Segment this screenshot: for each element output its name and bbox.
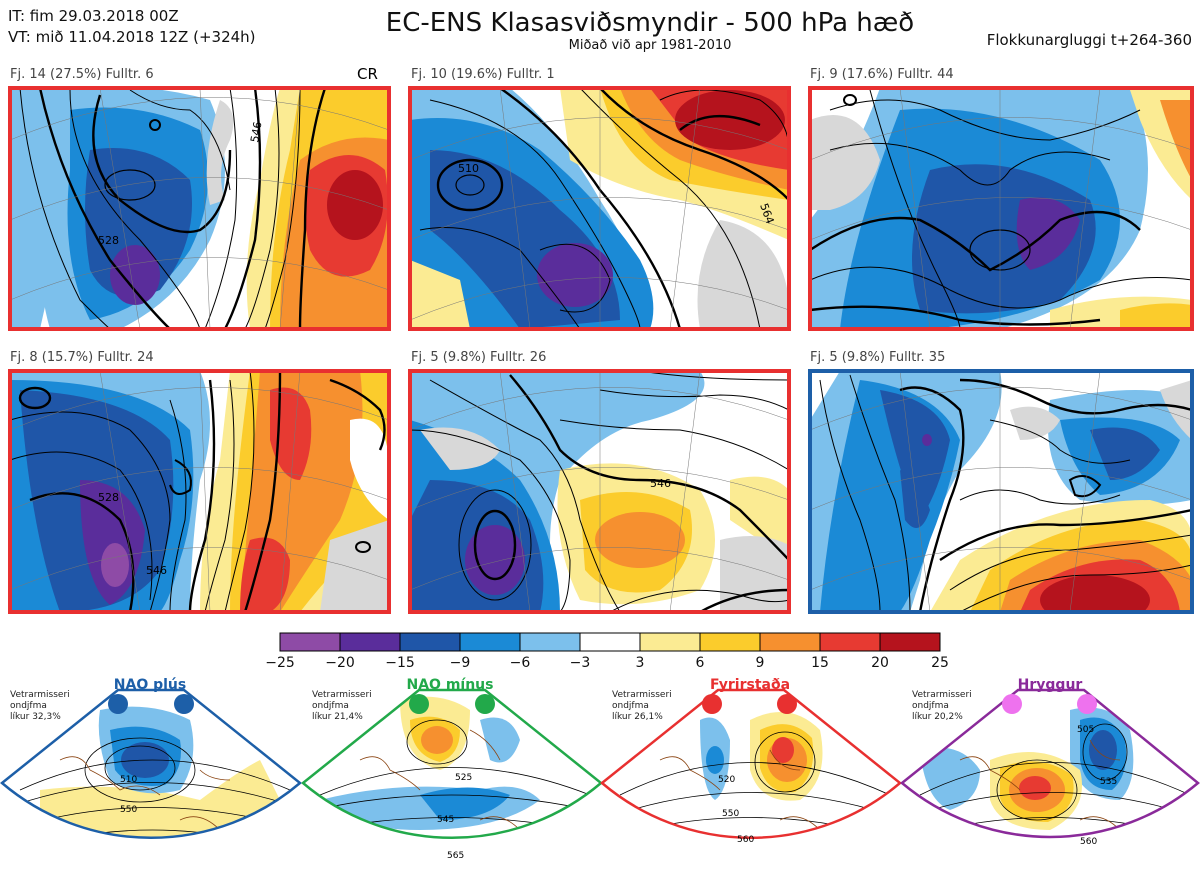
- panel-2-frame: [408, 86, 791, 331]
- init-time: IT: fim 29.03.2018 00Z: [8, 7, 179, 25]
- colorbar-tick-0: −25: [265, 655, 295, 671]
- panel-6-label: Fj. 5 (9.8%) Fulltr. 35: [810, 350, 946, 365]
- regime-blocking-frame: [600, 688, 902, 840]
- regime-blocking-note: Vetrarmisseri ondjfma líkur 26,1%: [612, 690, 672, 722]
- regime-nao-minus-title: NAO mínus: [406, 677, 494, 693]
- colorbar-tick-1: −20: [325, 655, 355, 671]
- regime-blocking-dot-right: [777, 694, 797, 714]
- regime-blocking-title: Fyrirstaða: [709, 677, 791, 693]
- regime-ridge-frame: [900, 688, 1200, 839]
- colorbar-tick-10: 20: [871, 655, 889, 671]
- panel-3-label: Fj. 9 (17.6%) Fulltr. 44: [810, 67, 954, 82]
- colorbar: [279, 632, 941, 652]
- panel-2-label: Fj. 10 (19.6%) Fulltr. 1: [411, 67, 555, 82]
- panel-5-frame: [408, 369, 791, 614]
- colorbar-tick-7: 6: [695, 655, 705, 671]
- colorbar-tick-5: −3: [569, 655, 591, 671]
- panel-1-frame: [8, 86, 391, 331]
- regime-nao-plus-note: Vetrarmisseri ondjfma líkur 32,3%: [10, 690, 70, 722]
- regime-nao-plus-contour-550: 550: [120, 805, 137, 815]
- contour-label-546b: 546: [146, 564, 167, 577]
- panel-1-regime-mark: CR: [357, 65, 378, 83]
- regime-nao-plus-title: NAO plús: [113, 677, 187, 693]
- regime-nao-plus-contour-510: 510: [120, 775, 137, 785]
- panel-3-frame: [808, 86, 1194, 331]
- regime-blocking-contour-520: 520: [718, 775, 735, 785]
- page-subtitle: Miðað við apr 1981-2010: [568, 38, 732, 53]
- colorbar-tick-4: −6: [509, 655, 531, 671]
- regime-ridge-contour-560: 560: [1080, 837, 1097, 847]
- regime-nao-plus-frame: [0, 688, 302, 840]
- colorbar-tick-3: −9: [449, 655, 471, 671]
- colorbar-tick-9: 15: [811, 655, 829, 671]
- regime-nao-minus-dot-right: [475, 694, 495, 714]
- panel-1-map: [10, 88, 389, 329]
- panel-3-map: [810, 88, 1192, 329]
- panel-2-map: [410, 88, 789, 329]
- page-title: EC-ENS Klasasviðsmyndir - 500 hPa hæð: [385, 8, 915, 38]
- regime-nao-minus-note: Vetrarmisseri ondjfma líkur 21,4%: [312, 690, 372, 722]
- regime-nao-minus-dot-left: [409, 694, 429, 714]
- regime-ridge-dot-left: [1002, 694, 1022, 714]
- colorbar-tick-11: 25: [931, 655, 949, 671]
- classification-window: Flokkunargluggi t+264-360: [986, 31, 1192, 49]
- valid-time: VT: mið 11.04.2018 12Z (+324h): [8, 28, 256, 46]
- regime-nao-minus-contour-565: 565: [447, 851, 464, 861]
- regime-ridge-title: Hryggur: [1017, 677, 1083, 693]
- regime-blocking-contour-550: 550: [722, 809, 739, 819]
- regime-nao-minus-contour-545: 545: [437, 815, 454, 825]
- colorbar-tick-6: 3: [635, 655, 645, 671]
- regime-nao-minus-frame: [301, 688, 603, 840]
- panel-5-map: [410, 371, 789, 612]
- regime-ridge-note: Vetrarmisseri ondjfma líkur 20,2%: [912, 690, 972, 722]
- regime-ridge-contour-505: 505: [1077, 725, 1094, 735]
- colorbar-tick-2: −15: [385, 655, 415, 671]
- contour-label-546: 546: [248, 121, 264, 144]
- regime-nao-plus-dot-left: [108, 694, 128, 714]
- panel-6-frame: [808, 369, 1194, 614]
- panel-6-map: [810, 371, 1192, 612]
- contour-label-528b: 528: [98, 491, 119, 504]
- run-times: IT: fim 29.03.2018 00Z VT: mið 11.04.201…: [8, 6, 256, 48]
- regime-nao-plus-dot-right: [174, 694, 194, 714]
- contour-label-546c: 546: [650, 477, 671, 490]
- panel-1-label: Fj. 14 (27.5%) Fulltr. 6: [10, 67, 154, 82]
- panel-5-label: Fj. 5 (9.8%) Fulltr. 26: [411, 350, 547, 365]
- regime-ridge-dot-right: [1077, 694, 1097, 714]
- regime-nao-minus-contour-525: 525: [455, 773, 472, 783]
- panel-4-label: Fj. 8 (15.7%) Fulltr. 24: [10, 350, 154, 365]
- regime-blocking-dot-left: [702, 694, 722, 714]
- colorbar-tick-8: 9: [755, 655, 765, 671]
- regime-blocking-contour-560: 560: [737, 835, 754, 845]
- panel-4-map: [10, 371, 389, 612]
- panel-4-frame: [8, 369, 391, 614]
- contour-label-528: 528: [98, 234, 119, 247]
- contour-label-510: 510: [458, 162, 479, 175]
- regime-ridge-contour-535: 535: [1100, 777, 1117, 787]
